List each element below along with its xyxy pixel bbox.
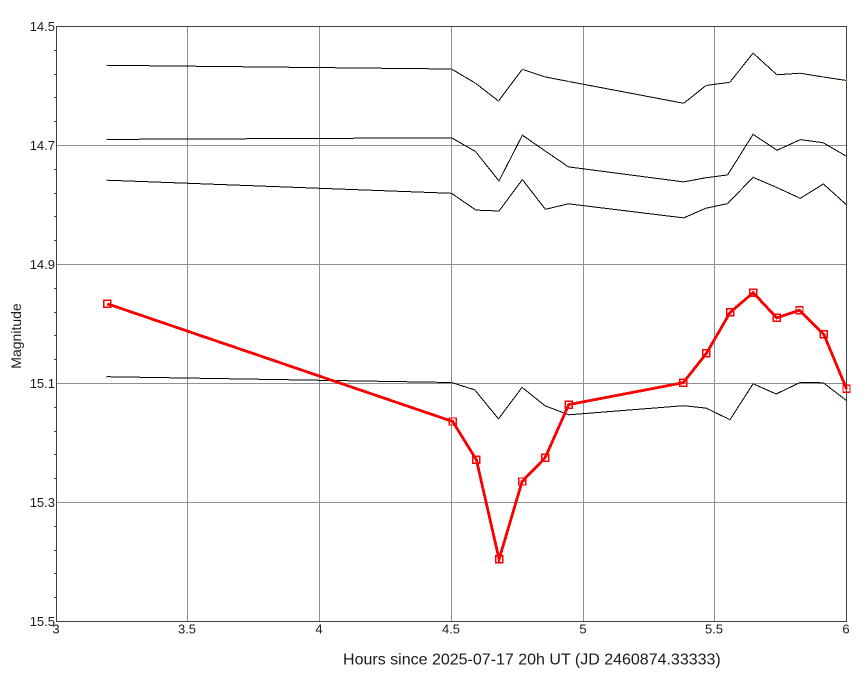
svg-text:3: 3 xyxy=(52,621,59,636)
svg-text:15.3: 15.3 xyxy=(30,495,55,510)
svg-text:6: 6 xyxy=(842,621,849,636)
svg-text:14.7: 14.7 xyxy=(30,138,55,153)
svg-text:Hours since 2025-07-17 20h UT: Hours since 2025-07-17 20h UT (JD 246087… xyxy=(343,652,721,669)
svg-text:15.5: 15.5 xyxy=(30,614,55,629)
svg-text:4: 4 xyxy=(315,621,322,636)
svg-text:14.9: 14.9 xyxy=(30,257,55,272)
svg-text:3.5: 3.5 xyxy=(178,621,196,636)
svg-text:15.1: 15.1 xyxy=(30,376,55,391)
svg-text:5: 5 xyxy=(579,621,586,636)
svg-text:4.5: 4.5 xyxy=(442,621,460,636)
svg-text:14.5: 14.5 xyxy=(30,19,55,34)
svg-text:5.5: 5.5 xyxy=(705,621,723,636)
svg-text:Magnitude: Magnitude xyxy=(8,303,24,369)
